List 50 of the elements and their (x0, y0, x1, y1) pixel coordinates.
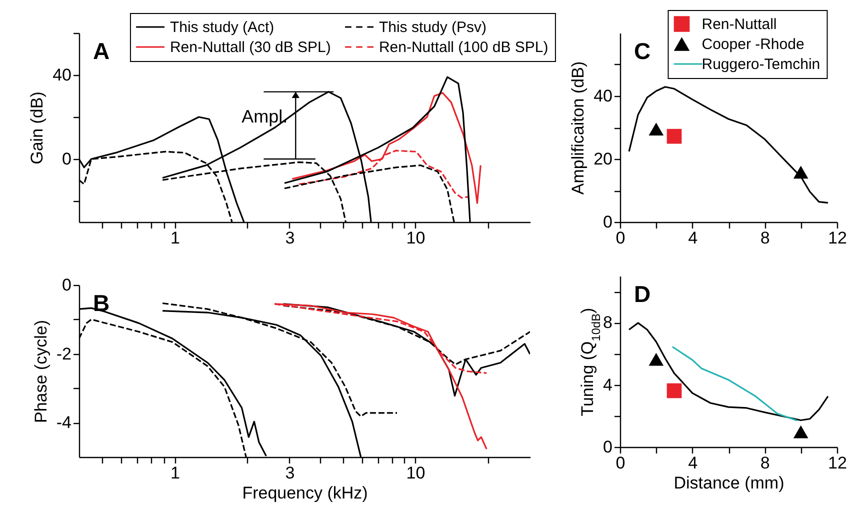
x-tick-label: 1 (170, 228, 180, 248)
y-axis-title: Amplificaiton (dB) (568, 61, 588, 195)
line-series (628, 86, 829, 204)
y-tick-label: 0 (603, 438, 612, 456)
legend-label: Ren-Nuttall (30 dB SPL) (170, 39, 331, 56)
y-tick-label: 4 (603, 375, 612, 394)
x-tick-label: 3 (285, 228, 295, 248)
x-axis-title: Frequency (kHz) (242, 484, 368, 502)
y-tick-label: 40 (52, 66, 72, 84)
y-axis-title: Gain (dB) (28, 92, 47, 164)
legend-label: Ren-Nuttall (702, 16, 777, 33)
y-tick-label: -4 (56, 413, 72, 432)
x-tick-label: 12 (828, 228, 847, 248)
point (793, 166, 808, 179)
legend-label: This study (Act) (170, 19, 274, 36)
y-tick-label: 0 (62, 276, 72, 294)
line-series (672, 346, 798, 422)
legend-label: Cooper -Rhode (702, 36, 804, 53)
line-series (628, 322, 829, 422)
y-tick-label: 0 (603, 212, 612, 232)
x-axis-title: Distance (mm) (674, 474, 784, 492)
x-tick-label: 8 (760, 454, 770, 472)
y-tick-label: 8 (603, 313, 612, 332)
x-tick-label: 0 (616, 228, 626, 248)
y-tick-label: -2 (56, 344, 72, 364)
legend-label: Ren-Nuttall (100 dB SPL) (378, 39, 548, 56)
x-tick-label: 8 (760, 228, 770, 248)
point (666, 383, 682, 398)
x-tick-label: 0 (616, 454, 626, 472)
x-tick-label: 1 (170, 464, 180, 482)
y-axis-title: Phase (cycle) (31, 320, 50, 423)
x-tick-label: 4 (688, 228, 698, 248)
x-tick-label: 4 (688, 454, 698, 472)
chart-title: A (93, 38, 110, 64)
point (793, 425, 808, 438)
y-tick-label: 0 (62, 150, 72, 168)
y-tick-label: 20 (594, 150, 612, 168)
x-tick-label: 10 (406, 228, 426, 248)
point (648, 352, 664, 366)
y-tick-label: 40 (594, 86, 612, 106)
legend-label: This study (Psv) (378, 19, 486, 36)
x-tick-label: 12 (828, 454, 847, 472)
chart-title: C (634, 38, 651, 64)
x-tick-label: 10 (406, 464, 426, 482)
point (666, 128, 682, 144)
point (648, 122, 664, 136)
annotation: Ampl. (242, 106, 288, 126)
x-tick-label: 3 (285, 464, 295, 482)
legend-label: Ruggero-Temchin (702, 56, 820, 73)
chart-title: D (634, 281, 651, 307)
